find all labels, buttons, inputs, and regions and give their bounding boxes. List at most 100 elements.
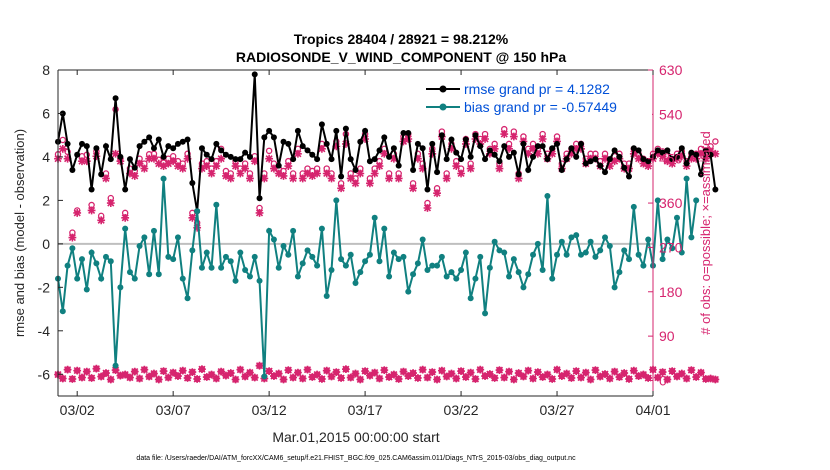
obs-assimilated-point [188,368,197,376]
data-point [693,197,700,204]
obs-assimilated-point [389,370,398,379]
obs-assimilated-point [346,174,355,183]
data-point [174,234,181,241]
data-point [688,234,695,241]
data-point [328,156,335,163]
obs-assimilated-point [485,370,494,378]
y-tick-label-right: 0 [659,372,667,388]
obs-assimilated-point [466,368,475,377]
data-point [222,253,229,260]
obs-assimilated-point [370,368,379,377]
obs-assimilated-point [169,157,178,166]
obs-assimilated-point [380,366,389,375]
data-point [189,180,196,187]
data-point [314,262,321,269]
obs-assimilated-point [193,375,202,383]
obs-assimilated-point [505,144,513,153]
obs-assimilated-point [519,372,528,381]
data-point [462,136,469,143]
obs-assimilated-point [97,216,106,225]
data-point [246,273,253,280]
obs-assimilated-point [111,149,120,158]
obs-assimilated-point [423,373,432,382]
obs-assimilated-point [58,144,67,153]
data-point [539,143,546,150]
data-point [170,256,177,263]
obs-assimilated-point [615,373,624,381]
y-axis-label-right: # of obs: o=possible; ×=assimilated [698,131,713,334]
obs-assimilated-point [682,374,691,383]
data-point [83,286,90,293]
data-point [218,147,225,154]
data-point [141,234,148,241]
data-point [390,145,397,152]
obs-assimilated-point [548,375,557,383]
obs-assimilated-point [308,172,317,180]
obs-assimilated-point [78,373,86,382]
obs-assimilated-point [668,367,677,376]
series-5 [54,361,720,384]
data-point [146,134,153,141]
obs-assimilated-point [687,154,696,163]
obs-assimilated-point [255,209,264,217]
obs-assimilated-point [164,159,173,168]
obs-assimilated-point [361,367,369,376]
data-point [510,149,517,156]
data-point [501,249,508,256]
obs-assimilated-point [202,162,211,170]
obs-assimilated-point [327,174,336,183]
obs-assimilated-point [634,154,643,163]
data-point [515,171,522,178]
data-point [645,158,652,165]
obs-assimilated-point [529,374,537,383]
data-point [294,127,301,134]
obs-assimilated-point [135,159,144,168]
data-point [357,269,364,276]
data-point [587,238,594,245]
data-point [294,273,301,280]
data-point [491,151,498,158]
obs-assimilated-point [231,375,240,384]
data-point [616,153,623,160]
data-point [453,149,460,156]
data-point [352,279,359,286]
obs-assimilated-point [533,368,542,376]
data-point [558,238,565,245]
y-tick-label-right: 540 [659,106,683,122]
data-point [621,247,628,254]
data-point [424,186,431,193]
data-point [146,271,153,278]
data-point [520,284,527,291]
obs-assimilated-point [236,365,245,374]
data-point [160,153,167,160]
data-point [285,251,292,258]
obs-assimilated-point [601,370,609,378]
obs-assimilated-point [543,370,552,379]
data-point [261,134,268,141]
data-point [174,140,181,147]
obs-assimilated-point [538,373,547,381]
data-point [198,145,205,152]
obs-assimilated-point [188,213,197,222]
data-point [184,136,191,143]
data-point [414,140,421,147]
data-point [179,275,186,282]
data-point [203,151,210,158]
data-point [630,203,637,210]
data-point [266,227,273,234]
data-point [98,275,105,282]
obs-assimilated-point [92,364,101,373]
data-point [462,249,469,256]
obs-assimilated-point [250,373,259,382]
obs-assimilated-point [126,373,134,382]
data-point [477,143,484,150]
y-tick-label-right: 450 [659,151,683,167]
obs-assimilated-point [481,135,489,143]
obs-assimilated-point [159,367,168,376]
obs-assimilated-point [126,169,134,178]
obs-assimilated-point [706,147,715,156]
data-point [93,145,100,152]
data-point [395,162,402,169]
x-tick-label: 03/17 [348,402,383,418]
x-tick-label: 04/01 [635,402,670,418]
